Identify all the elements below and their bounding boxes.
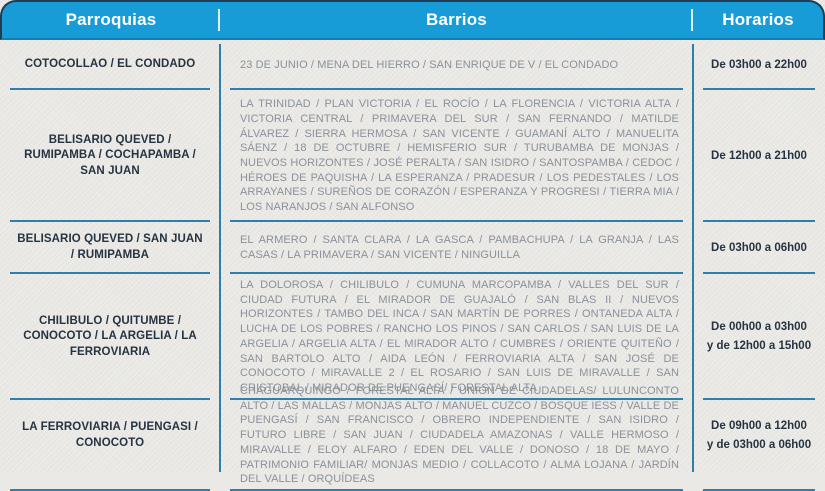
header-divider — [691, 9, 693, 31]
barrios-cell: CHAGUARQUINGO / FORESTAL ALTA / UNIÓN DE… — [220, 380, 693, 491]
horario-line-2: y de 12h00 a 15h00 — [706, 340, 812, 353]
horarios-cell: De 03h00 a 06h00 — [693, 222, 825, 274]
header-divider — [218, 9, 220, 31]
table-header: Parroquias Barrios Horarios — [0, 0, 825, 40]
horarios-cell: De 00h00 a 03h00 y de 12h00 a 15h00 — [693, 274, 825, 400]
horario-line-1: De 03h00 a 06h00 — [711, 242, 807, 254]
horario-line-1: De 09h00 a 12h00 — [711, 420, 807, 433]
horarios-cell: De 03h00 a 22h00 — [693, 40, 825, 90]
horarios-cell: De 09h00 a 12h00 y de 03h00 a 06h00 — [693, 380, 825, 491]
parroquias-cell: BELISARIO QUEVED / SAN JUAN / RUMIPAMBA — [0, 222, 220, 274]
barrios-cell: EL ARMERO / SANTA CLARA / LA GASCA / PAM… — [220, 222, 693, 274]
header-col-parroquias: Parroquias — [65, 10, 157, 29]
table-body: COTOCOLLAO / EL CONDADO 23 DE JUNIO / ME… — [0, 40, 825, 491]
table-row: BELISARIO QUEVED / RUMIPAMBA / COCHAPAMB… — [0, 90, 825, 222]
header-col-horarios: Horarios — [722, 10, 794, 29]
table-row: LA FERROVIARIA / PUENGASI / CONOCOTO CHA… — [0, 380, 825, 491]
table-row: CHILIBULO / QUITUMBE / CONOCOTO / LA ARG… — [0, 274, 825, 400]
table-row: COTOCOLLAO / EL CONDADO 23 DE JUNIO / ME… — [0, 40, 825, 90]
column-divider — [692, 44, 694, 472]
parroquias-cell: LA FERROVIARIA / PUENGASI / CONOCOTO — [0, 380, 220, 491]
horarios-cell: De 12h00 a 21h00 — [693, 90, 825, 222]
horario-line-1: De 12h00 a 21h00 — [711, 150, 807, 162]
horario-line-2: y de 03h00 a 06h00 — [706, 439, 812, 452]
parroquias-cell: COTOCOLLAO / EL CONDADO — [0, 40, 220, 90]
column-divider — [219, 44, 221, 472]
horario-line-1: De 00h00 a 03h00 — [711, 321, 807, 334]
parroquias-cell: BELISARIO QUEVED / RUMIPAMBA / COCHAPAMB… — [0, 90, 220, 222]
table-row: BELISARIO QUEVED / SAN JUAN / RUMIPAMBA … — [0, 222, 825, 274]
parroquias-cell: CHILIBULO / QUITUMBE / CONOCOTO / LA ARG… — [0, 274, 220, 400]
barrios-cell: 23 DE JUNIO / MENA DEL HIERRO / SAN ENRI… — [220, 40, 693, 90]
barrios-cell: LA TRINIDAD / PLAN VICTORIA / EL ROCÍO /… — [220, 90, 693, 222]
barrios-cell: LA DOLOROSA / CHILIBULO / CUMUNA MARCOPA… — [220, 274, 693, 400]
header-col-barrios: Barrios — [426, 10, 487, 29]
horario-line-1: De 03h00 a 22h00 — [711, 59, 807, 71]
